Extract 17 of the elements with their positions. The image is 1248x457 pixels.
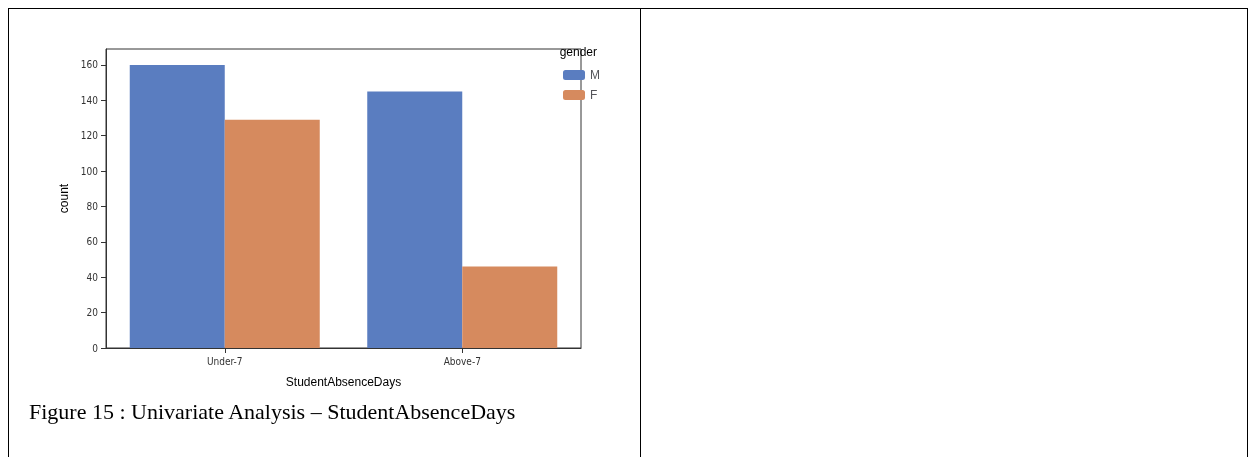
y-tick-label: 20 (86, 307, 99, 319)
legend-label: F (590, 88, 598, 102)
y-tick-label: 120 (80, 130, 99, 142)
legend-title: gender (559, 45, 598, 59)
legend-label: M (590, 68, 600, 82)
y-tick-label: 80 (86, 200, 99, 212)
x-tick-label: Above-7 (443, 355, 481, 367)
y-tick-label: 100 (80, 165, 99, 177)
y-tick-label: 0 (92, 342, 99, 354)
y-tick-label: 140 (80, 94, 99, 106)
x-tick-label: Under-7 (206, 355, 243, 367)
y-axis-title: count (56, 183, 71, 214)
x-axis-title: StudentAbsenceDays (285, 375, 402, 389)
y-tick-label: 60 (86, 236, 99, 248)
caption: Figure 15 : Univariate Analysis – StudentAbsenceDays (29, 399, 516, 425)
y-tick-label: 40 (86, 271, 99, 283)
y-tick-label: 160 (80, 59, 99, 71)
